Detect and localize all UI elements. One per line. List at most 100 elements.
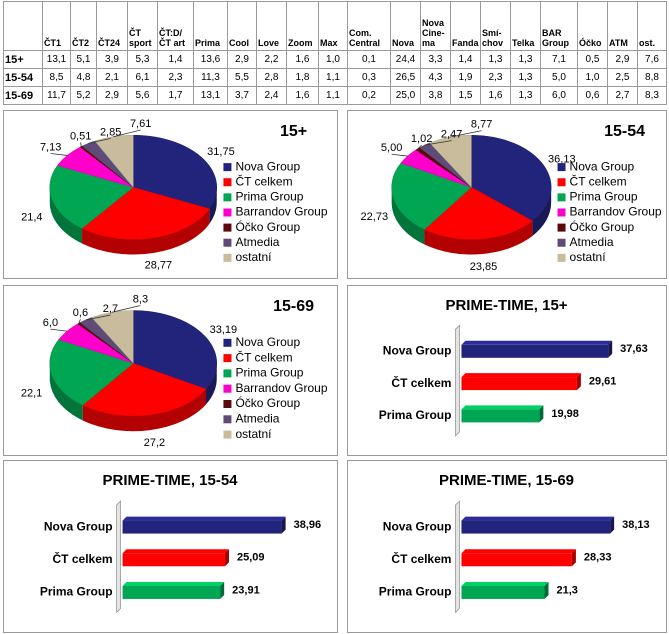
data-label: 37,63 — [620, 343, 648, 355]
bar-top — [122, 516, 286, 521]
bar — [461, 344, 609, 358]
pie-slice-side — [206, 363, 217, 405]
cell: 24,4 — [390, 50, 421, 69]
cell: 1,4 — [450, 50, 481, 69]
pie-slice-side — [82, 389, 207, 432]
legend-entry: Atmedia — [570, 235, 614, 249]
column-header: ČT:D/ ČT art — [157, 1, 194, 51]
pie-slice — [133, 310, 217, 390]
leader-line — [424, 140, 452, 146]
cell: 8,3 — [637, 86, 667, 105]
cell: 0,2 — [347, 86, 391, 105]
legend-entry: ČT celkem — [570, 173, 627, 188]
pie-slice — [133, 134, 217, 209]
pie-slice-side — [424, 220, 533, 255]
pie-slice-side — [82, 208, 210, 255]
legend-swatch — [557, 163, 566, 172]
cell: 8,5 — [42, 68, 71, 87]
category-label: ČT celkem — [53, 551, 113, 566]
category-label: ČT celkem — [391, 551, 451, 566]
column-header: Telka — [510, 1, 541, 51]
bar — [461, 553, 572, 567]
cell: 11,7 — [42, 86, 71, 105]
data-label: 38,96 — [294, 519, 322, 531]
legend-entry: Prima Group — [570, 190, 638, 204]
panel — [3, 460, 338, 633]
category-label: Prima Group — [379, 585, 452, 599]
data-row: 15+ 13,1 5,1 3,9 5,3 1,4 13,6 2,9 2,2 1,6 1,0 0,1 24… — [3, 50, 667, 69]
data-row: 15-69 11,7 5,2 2,9 5,6 1,7 13,1 3,7 2,4 1,6 1,1 0,2… — [3, 86, 667, 105]
data-label: 8,77 — [471, 119, 492, 131]
legend-swatch — [223, 384, 232, 393]
cell: 26,5 — [390, 68, 421, 87]
cell: 2,2 — [256, 50, 287, 69]
data-label: 25,09 — [237, 552, 265, 564]
bar-top — [461, 516, 615, 521]
data-label: 27,2 — [144, 437, 165, 449]
data-label: 33,19 — [210, 324, 238, 336]
legend-entry: Atmedia — [235, 411, 279, 425]
bar-top — [461, 405, 544, 410]
bar — [122, 553, 225, 567]
cell: 1,6 — [286, 50, 319, 69]
legend-swatch — [223, 163, 232, 172]
leader-line — [88, 137, 111, 144]
legend-swatch — [557, 193, 566, 202]
cell: 0,1 — [347, 50, 391, 69]
category-label: Nova Group — [44, 519, 113, 533]
legend-swatch — [557, 208, 566, 217]
legend-entry: ostatní — [235, 250, 272, 264]
cell: 7,1 — [540, 50, 578, 69]
column-header: ATM — [607, 1, 638, 51]
cell: 2,3 — [480, 68, 511, 87]
column-header: Óčko — [577, 1, 608, 51]
data-label: 31,75 — [207, 146, 235, 158]
pie-slice — [82, 362, 207, 417]
pie-slice — [49, 165, 134, 229]
bar-top — [461, 549, 576, 554]
legend-entry: ostatní — [235, 427, 272, 441]
legend-entry: Prima Group — [235, 190, 303, 204]
bar-end — [608, 340, 613, 358]
cell: 5,2 — [70, 86, 97, 105]
data-label: 38,13 — [622, 519, 650, 531]
cell: 2,7 — [607, 86, 638, 105]
pie-slice — [424, 186, 533, 240]
cell: 0,3 — [347, 68, 391, 87]
pie-slice — [81, 187, 210, 240]
chart-title: 15+ — [280, 123, 307, 140]
legend-swatch — [223, 178, 232, 187]
data-label: 23,91 — [232, 584, 260, 596]
cell: 5,1 — [70, 50, 97, 69]
row-label: 15-69 — [3, 86, 43, 105]
cell: 5,6 — [127, 86, 158, 105]
column-header: ČT sport — [127, 1, 158, 51]
category-label: Nova Group — [383, 343, 452, 357]
bar — [122, 585, 221, 599]
cell: 2,4 — [256, 86, 287, 105]
chart-title: 15-69 — [273, 298, 314, 315]
column-header: Cool — [227, 1, 257, 51]
cell: 11,3 — [193, 68, 228, 87]
cell: 1,1 — [318, 68, 348, 87]
data-label: 28,33 — [584, 552, 612, 564]
cell: 5,5 — [227, 68, 257, 87]
cell: 7,6 — [637, 50, 667, 69]
cell: 4,8 — [70, 68, 97, 87]
legend-entry: Nova Group — [235, 335, 300, 349]
legend-entry: Óčko Group — [235, 395, 300, 410]
header-row: ČT1 ČT2 ČT24 ČT sport ČT:D/ ČT art Prima Cool L… — [3, 1, 667, 51]
legend-entry: Nova Group — [570, 159, 635, 173]
bar — [461, 520, 611, 534]
cell: 6,1 — [127, 68, 158, 87]
bar-top — [461, 373, 581, 378]
cell: 6,0 — [540, 86, 578, 105]
leader-line — [449, 130, 482, 138]
axis-wall — [455, 324, 460, 437]
pie-slice-side — [49, 187, 83, 244]
bar-top — [122, 581, 225, 586]
bar-end — [281, 516, 286, 534]
data-label: 2,47 — [441, 129, 462, 141]
data-label: 21,4 — [21, 212, 42, 224]
